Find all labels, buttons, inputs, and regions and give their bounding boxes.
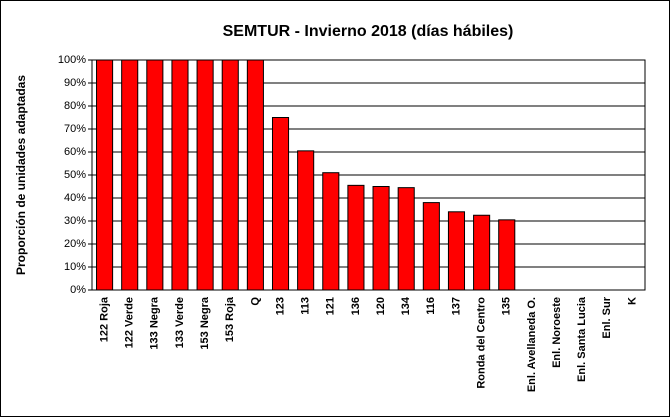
- x-tick-label: Q: [249, 297, 261, 306]
- chart-title: SEMTUR - Invierno 2018 (días hábiles): [223, 23, 514, 40]
- x-tick-label: 122 Verde: [124, 297, 136, 348]
- x-tick-label: 133 Verde: [174, 297, 186, 348]
- x-tick-label: Enl. Santa Lucia: [576, 296, 588, 382]
- y-tick-label: 40%: [64, 192, 86, 204]
- bar: [347, 184, 365, 291]
- x-tick-label: Ronda del Centro: [476, 297, 488, 389]
- bar: [271, 117, 290, 291]
- bar: [146, 59, 164, 291]
- bar: [221, 59, 239, 291]
- x-tick-label: 153 Negra: [199, 296, 211, 349]
- x-tick-label: 122 Roja: [98, 296, 110, 342]
- bar: [196, 59, 214, 291]
- y-tick-label: 10%: [64, 261, 86, 273]
- x-tick-label: 120: [375, 297, 387, 315]
- bar: [297, 150, 315, 291]
- y-tick-label: 70%: [64, 123, 86, 135]
- x-tick-label: 136: [350, 297, 362, 315]
- x-tick-label: 113: [300, 297, 312, 315]
- x-tick-label: Enl. Sur: [601, 296, 613, 338]
- x-tick-label: 135: [501, 297, 513, 315]
- x-tick-label: Enl. Avellaneda O.: [526, 297, 538, 392]
- x-tick-label: 121: [325, 297, 337, 315]
- x-tick-label: 133 Negra: [149, 296, 161, 349]
- bar: [422, 202, 440, 291]
- y-tick-label: 90%: [64, 77, 86, 89]
- bar: [473, 214, 491, 291]
- bar: [171, 59, 189, 291]
- y-tick-label: 0%: [70, 284, 86, 296]
- x-tick-label: Enl. Noroeste: [551, 297, 563, 368]
- bar: [121, 59, 139, 291]
- bar: [322, 172, 340, 291]
- y-axis-title: Proporción de unidades adaptadas: [14, 75, 28, 275]
- x-tick-label: 116: [425, 297, 437, 315]
- y-tick-label: 30%: [64, 215, 86, 227]
- bar: [397, 187, 415, 291]
- bar: [96, 59, 114, 291]
- y-tick-label: 60%: [64, 146, 86, 158]
- x-tick-label: 137: [450, 297, 462, 315]
- x-tick-label: 153 Roja: [224, 296, 236, 342]
- y-tick-label: 50%: [64, 169, 86, 181]
- bar: [447, 211, 466, 291]
- bar: [372, 186, 390, 291]
- y-tick-label: 100%: [58, 54, 86, 66]
- bar: [498, 219, 516, 291]
- bar: [246, 59, 264, 291]
- x-tick-label: 123: [274, 297, 286, 315]
- x-tick-label: 134: [400, 296, 412, 315]
- y-tick-label: 20%: [64, 238, 86, 250]
- x-tick-label: K: [626, 297, 638, 305]
- y-tick-label: 80%: [64, 100, 86, 112]
